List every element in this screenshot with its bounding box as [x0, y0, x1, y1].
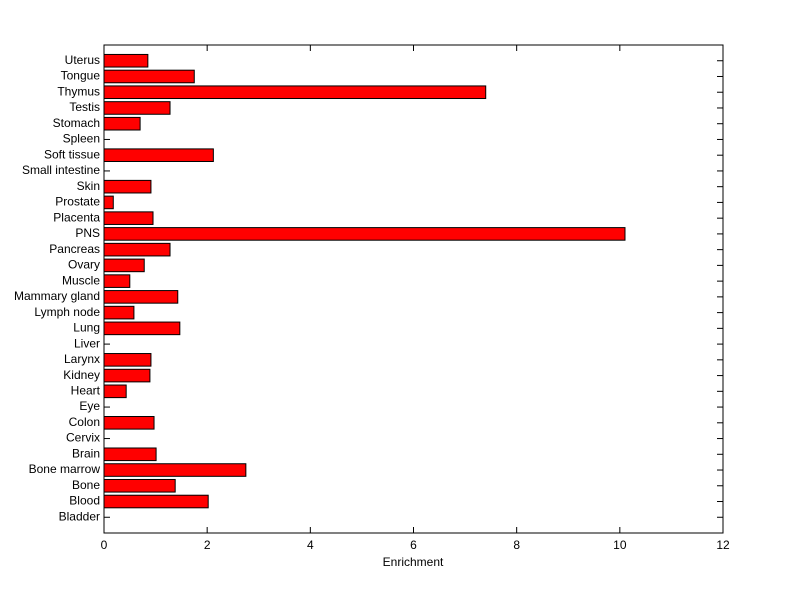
y-tick-label: Muscle	[62, 273, 100, 287]
y-tick-label: Testis	[69, 100, 100, 114]
bar	[103, 85, 487, 100]
bar	[103, 195, 114, 210]
y-tick-label: Colon	[69, 415, 100, 429]
bar	[103, 101, 171, 115]
y-tick-label: Tongue	[61, 69, 101, 83]
y-tick-label: Lung	[73, 321, 100, 335]
bar	[103, 179, 152, 194]
x-tick-label: 4	[307, 538, 314, 552]
y-tick-label: Bone	[72, 478, 100, 492]
y-tick-label: Uterus	[65, 53, 100, 67]
bar	[103, 274, 131, 288]
x-tick-label: 12	[716, 538, 730, 552]
bar	[103, 353, 152, 367]
bar	[103, 384, 127, 399]
bar	[103, 290, 179, 304]
x-tick-label: 8	[513, 538, 520, 552]
x-tick-label: 10	[613, 538, 627, 552]
y-tick-label: Liver	[74, 336, 100, 350]
y-tick-label: Cervix	[66, 431, 100, 445]
y-tick-label: Eye	[79, 399, 100, 413]
bar	[103, 258, 145, 273]
plot-frame	[103, 44, 724, 534]
y-tick-label: Soft tissue	[44, 147, 100, 161]
bar	[103, 305, 135, 320]
bar	[103, 447, 157, 462]
bar	[103, 116, 141, 131]
y-tick-label: Lymph node	[34, 305, 100, 319]
y-tick-label: Stomach	[53, 116, 100, 130]
y-tick-label: PNS	[75, 226, 100, 240]
bar	[103, 242, 171, 257]
y-tick-label: Bladder	[59, 509, 100, 523]
y-tick-label: Skin	[77, 179, 100, 193]
y-tick-label: Brain	[72, 446, 100, 460]
y-tick-label: Kidney	[63, 368, 100, 382]
y-tick-label: Prostate	[55, 195, 100, 209]
y-tick-label: Placenta	[53, 210, 100, 224]
bar	[103, 478, 176, 493]
y-tick-label: Ovary	[68, 258, 100, 272]
bar	[103, 227, 626, 241]
y-tick-label: Bone marrow	[29, 462, 101, 476]
x-tick-label: 2	[204, 538, 211, 552]
y-tick-label: Heart	[71, 383, 101, 397]
bar	[103, 69, 195, 84]
x-tick-label: 0	[101, 538, 108, 552]
bar	[103, 148, 214, 162]
y-tick-label: Small intestine	[22, 163, 100, 177]
bar	[103, 494, 209, 509]
y-tick-label: Mammary gland	[14, 289, 100, 303]
y-tick-label: Thymus	[57, 84, 100, 98]
x-tick-label: 6	[410, 538, 417, 552]
x-axis-label: Enrichment	[383, 555, 444, 569]
bar	[103, 416, 155, 430]
y-tick-label: Blood	[69, 494, 100, 508]
bar	[103, 53, 149, 68]
y-tick-label: Larynx	[64, 352, 100, 366]
bar	[103, 211, 154, 225]
bar	[103, 321, 181, 336]
bar	[103, 368, 151, 383]
bar	[103, 463, 247, 477]
y-tick-label: Pancreas	[49, 242, 100, 256]
y-tick-label: Spleen	[63, 132, 100, 146]
